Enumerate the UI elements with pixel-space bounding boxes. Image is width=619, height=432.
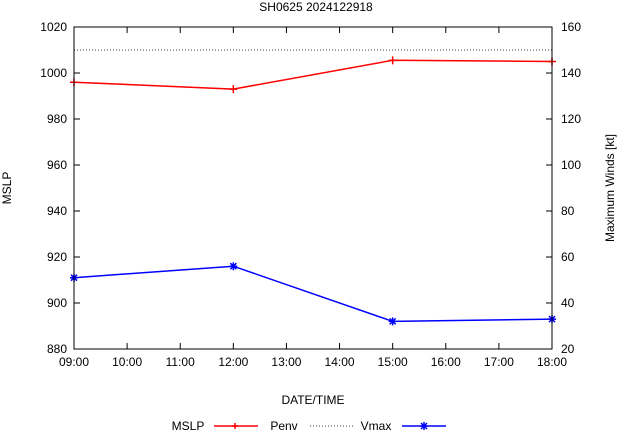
y-right-tick-label: 120 [561, 112, 581, 126]
y-right-tick-label: 20 [561, 342, 575, 356]
point-vmax [388, 317, 397, 326]
point-penv [229, 85, 238, 94]
point-vmax [229, 262, 238, 271]
y-right-tick-label: 140 [561, 66, 581, 80]
y-left-tick-label: 880 [47, 342, 67, 356]
y-left-tick-label: 1020 [40, 20, 67, 34]
y-left-tick-label: 940 [47, 204, 67, 218]
x-tick-label: 17:00 [484, 355, 514, 369]
y-right-tick-label: 80 [561, 204, 575, 218]
y-left-tick-label: 960 [47, 158, 67, 172]
y-left-tick-label: 900 [47, 296, 67, 310]
y-right-tick-label: 40 [561, 296, 575, 310]
x-tick-label: 13:00 [271, 355, 301, 369]
chart-title: SH0625 2024122918 [259, 0, 373, 14]
legend-label-vmax: Vmax [361, 419, 392, 432]
y-right-tick-label: 100 [561, 158, 581, 172]
legend: MSLP Penv Vmax [172, 419, 446, 432]
x-tick-label: 18:00 [537, 355, 567, 369]
y-axis-right-label: Maximum Winds [kt] [603, 134, 617, 242]
x-tick-label: 09:00 [59, 355, 89, 369]
legend-label-mslp: MSLP [172, 419, 205, 432]
x-tick-label: 15:00 [378, 355, 408, 369]
y-left-tick-label: 920 [47, 250, 67, 264]
y-left-tick-label: 980 [47, 112, 67, 126]
legend-marker-vmax [420, 422, 428, 430]
tick-layer: 880 900 920 940 960 980 1000 1020 20 40 60 80 100 120… [40, 20, 581, 369]
y-right-tick-label: 160 [561, 20, 581, 34]
legend-label-penv: Penv [270, 419, 297, 432]
series-layer [70, 49, 556, 326]
x-tick-label: 10:00 [112, 355, 142, 369]
plot-frame [73, 26, 553, 350]
y-right-tick-label: 60 [561, 250, 575, 264]
series-line-penv [73, 59, 553, 90]
x-tick-label: 16:00 [431, 355, 461, 369]
x-axis-label: DATE/TIME [281, 393, 344, 407]
series-line-vmax [73, 265, 553, 323]
legend-marker-penv [232, 423, 238, 429]
x-tick-label: 14:00 [325, 355, 355, 369]
y-axis-left-label: MSLP [0, 172, 14, 205]
x-tick-label: 11:00 [166, 355, 195, 369]
point-penv [388, 56, 397, 65]
x-tick-label: 12:00 [218, 355, 248, 369]
y-left-tick-label: 1000 [40, 66, 67, 80]
